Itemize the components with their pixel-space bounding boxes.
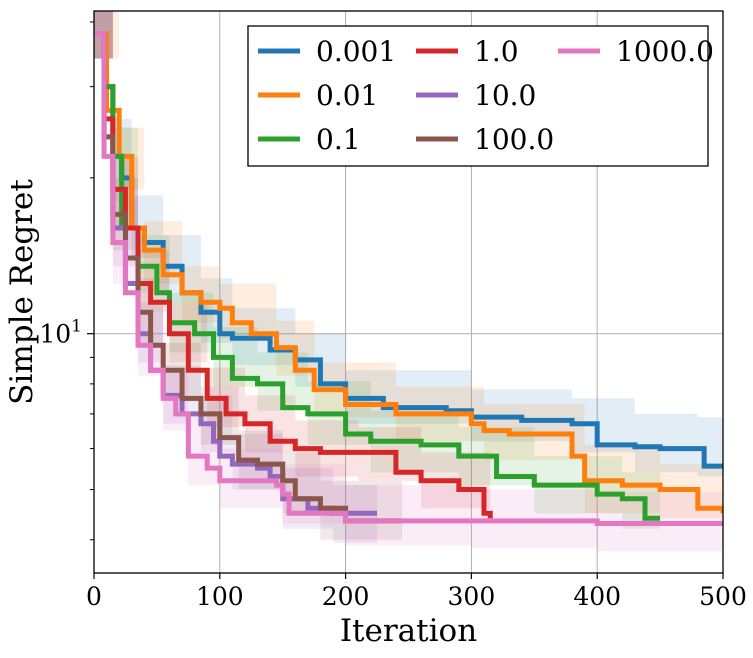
x-axis-label: Iteration — [340, 613, 477, 649]
legend-label: 0.01 — [316, 79, 378, 112]
x-tick-label: 300 — [448, 582, 496, 611]
legend-label: 1.0 — [474, 35, 519, 68]
y-tick-label: 101 — [39, 317, 82, 349]
legend-label: 0.1 — [316, 123, 361, 156]
band-1000.0 — [94, 11, 723, 552]
legend-label: 1000.0 — [616, 35, 714, 68]
legend-label: 100.0 — [474, 123, 554, 156]
line-100.0 — [94, 31, 403, 524]
plot-frame — [93, 10, 724, 574]
line-0.01 — [94, 31, 723, 514]
legend-label: 0.001 — [316, 35, 396, 68]
series-lines — [94, 31, 723, 526]
legend-label: 10.0 — [474, 79, 536, 112]
band-0.01 — [94, 11, 723, 540]
legend: 0.001 0.01 0.1 1.0 10.0 100.0 1000.0 — [247, 25, 714, 167]
x-tick-label: 100 — [196, 582, 244, 611]
line-1000.0 — [94, 31, 723, 526]
axis-ticks: 0 100 200 300 400 500 101 — [39, 21, 747, 611]
y-axis-label: Simple Regret — [4, 179, 40, 405]
x-tick-label: 0 — [86, 582, 102, 611]
legend-box — [247, 25, 709, 167]
band-1.0 — [94, 11, 491, 546]
band-10.0 — [94, 11, 378, 546]
x-tick-label: 400 — [573, 582, 621, 611]
band-0.001 — [94, 11, 723, 490]
x-tick-label: 500 — [699, 582, 747, 611]
x-tick-label: 200 — [322, 582, 370, 611]
